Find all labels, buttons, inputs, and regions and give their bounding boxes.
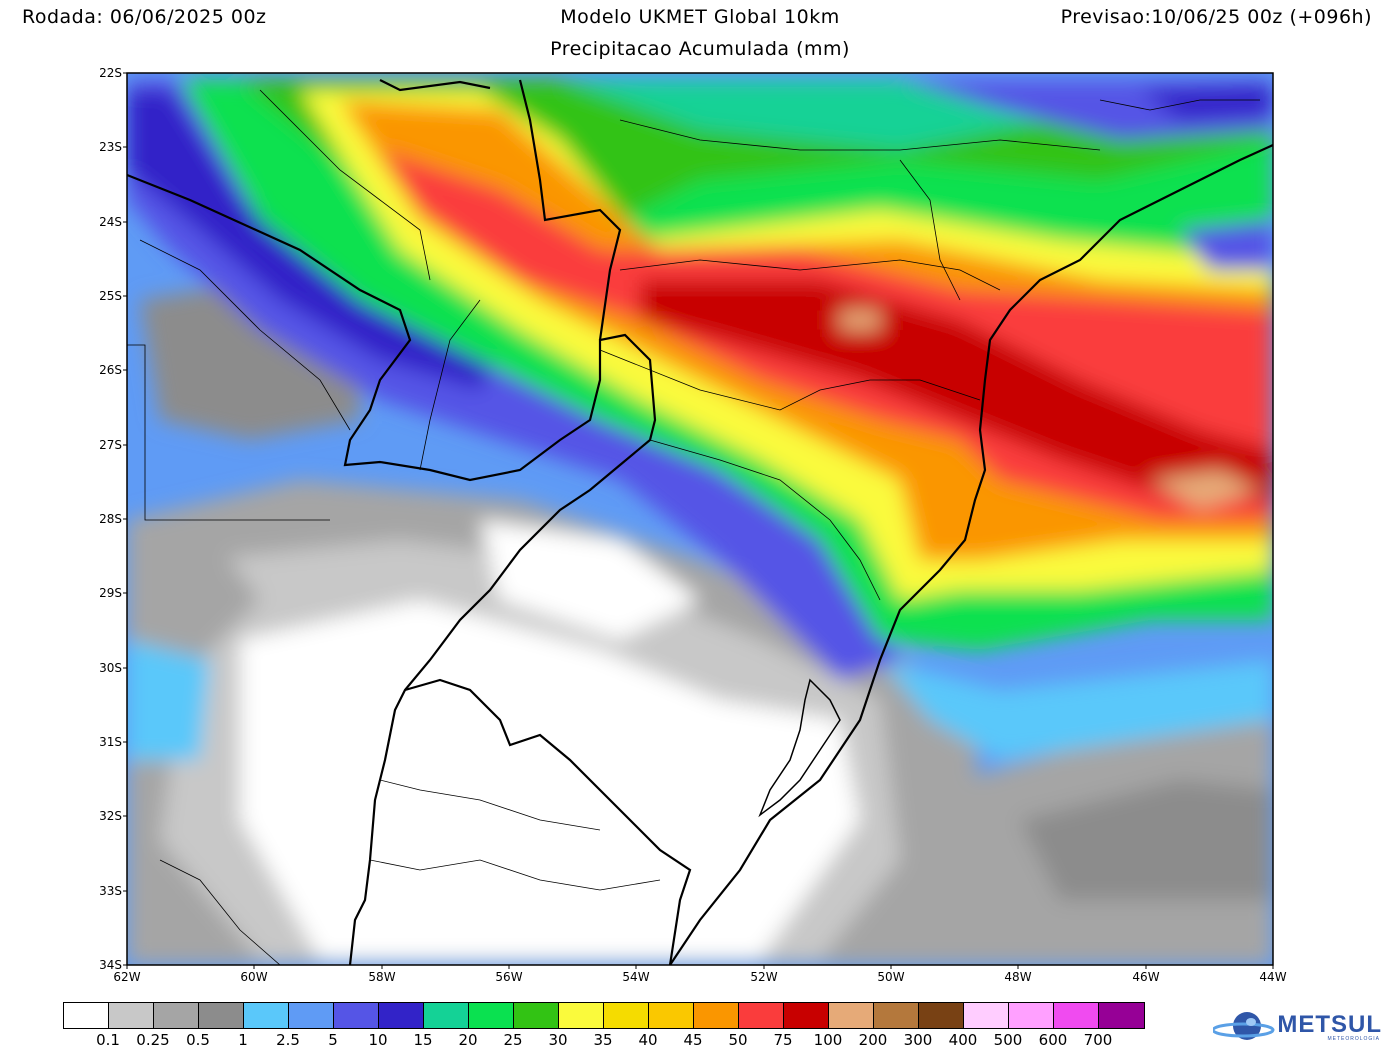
colorbar-swatch	[1054, 1003, 1099, 1028]
colorbar-label: 300	[903, 1031, 933, 1049]
colorbar-label: 25	[503, 1031, 523, 1049]
colorbar-swatch	[649, 1003, 694, 1028]
lat-label: 26S	[99, 363, 122, 377]
colorbar-swatch	[289, 1003, 334, 1028]
precip-field	[127, 73, 1273, 965]
colorbar-label: 700	[1083, 1031, 1113, 1049]
colorbar-label: 100	[813, 1031, 843, 1049]
colorbar-label: 40	[638, 1031, 658, 1049]
colorbar-swatch	[784, 1003, 829, 1028]
colorbar-label: 0.5	[186, 1031, 210, 1049]
colorbar-label: 400	[948, 1031, 978, 1049]
colorbar-label: 500	[993, 1031, 1023, 1049]
colorbar-swatch	[64, 1003, 109, 1028]
run-date-label: Rodada: 06/06/2025 00z	[22, 6, 267, 28]
lon-label: 52W	[750, 970, 778, 984]
colorbar-swatch	[109, 1003, 154, 1028]
lat-label: 34S	[99, 958, 122, 972]
lon-label: 60W	[240, 970, 268, 984]
colorbar-label: 15	[413, 1031, 433, 1049]
precipitation-map	[123, 72, 1274, 969]
colorbar-swatch	[919, 1003, 964, 1028]
colorbar-swatch	[829, 1003, 874, 1028]
lat-label: 29S	[99, 586, 122, 600]
colorbar-swatch	[604, 1003, 649, 1028]
colorbar-swatch	[874, 1003, 919, 1028]
colorbar-swatch	[1009, 1003, 1054, 1028]
colorbar-swatch	[559, 1003, 604, 1028]
colorbar-swatch	[199, 1003, 244, 1028]
precip-colorbar	[63, 1002, 1145, 1029]
colorbar-swatch	[694, 1003, 739, 1028]
lat-label: 33S	[99, 884, 122, 898]
colorbar-label: 0.25	[136, 1031, 170, 1049]
model-title: Modelo UKMET Global 10km	[560, 6, 840, 28]
lat-label: 23S	[99, 140, 122, 154]
lon-label: 62W	[113, 970, 141, 984]
lat-label: 25S	[99, 289, 122, 303]
colorbar-label: 5	[328, 1031, 338, 1049]
colorbar-label: 45	[683, 1031, 703, 1049]
lon-label: 54W	[622, 970, 650, 984]
colorbar-label: 30	[548, 1031, 568, 1049]
colorbar-swatch	[244, 1003, 289, 1028]
lagoon-outline	[758, 678, 841, 818]
colorbar-swatch	[334, 1003, 379, 1028]
lat-label: 27S	[99, 438, 122, 452]
colorbar-label: 35	[593, 1031, 613, 1049]
colorbar-label: 20	[458, 1031, 478, 1049]
colorbar-swatch	[514, 1003, 559, 1028]
lon-label: 50W	[877, 970, 905, 984]
colorbar-label: 200	[858, 1031, 888, 1049]
colorbar-label: 2.5	[276, 1031, 300, 1049]
colorbar-label: 0.1	[96, 1031, 120, 1049]
country-borders	[127, 79, 1273, 965]
colorbar-swatch	[469, 1003, 514, 1028]
colorbar-label: 50	[728, 1031, 748, 1049]
colorbar-label: 10	[368, 1031, 388, 1049]
lat-label: 28S	[99, 512, 122, 526]
colorbar-swatch	[379, 1003, 424, 1028]
colorbar-swatch	[154, 1003, 199, 1028]
variable-subtitle: Precipitacao Acumulada (mm)	[550, 38, 850, 60]
colorbar-label: 75	[773, 1031, 793, 1049]
lon-label: 56W	[495, 970, 523, 984]
state-borders	[127, 89, 1260, 965]
colorbar-swatch	[1099, 1003, 1144, 1028]
logo-wordmark: METSUL	[1277, 1011, 1382, 1038]
lon-label: 44W	[1259, 970, 1287, 984]
colorbar-swatch	[964, 1003, 1009, 1028]
logo-subtitle: METEOROLOGIA	[1327, 1036, 1380, 1042]
lat-label: 30S	[99, 661, 122, 675]
globe-icon	[1213, 1012, 1275, 1040]
forecast-time-label: Previsao:10/06/25 00z (+096h)	[1060, 6, 1372, 28]
lat-label: 24S	[99, 215, 122, 229]
lon-label: 48W	[1004, 970, 1032, 984]
lat-label: 22S	[99, 66, 122, 80]
lat-label: 32S	[99, 809, 122, 823]
lon-label: 58W	[368, 970, 396, 984]
colorbar-swatch	[739, 1003, 784, 1028]
metsul-logo: METSUL METEOROLOGIA	[1213, 1008, 1382, 1042]
colorbar-label: 1	[238, 1031, 248, 1049]
axis-ticks	[123, 72, 1274, 969]
colorbar-swatch	[424, 1003, 469, 1028]
colorbar-label: 600	[1038, 1031, 1068, 1049]
lon-label: 46W	[1132, 970, 1160, 984]
lat-label: 31S	[99, 735, 122, 749]
